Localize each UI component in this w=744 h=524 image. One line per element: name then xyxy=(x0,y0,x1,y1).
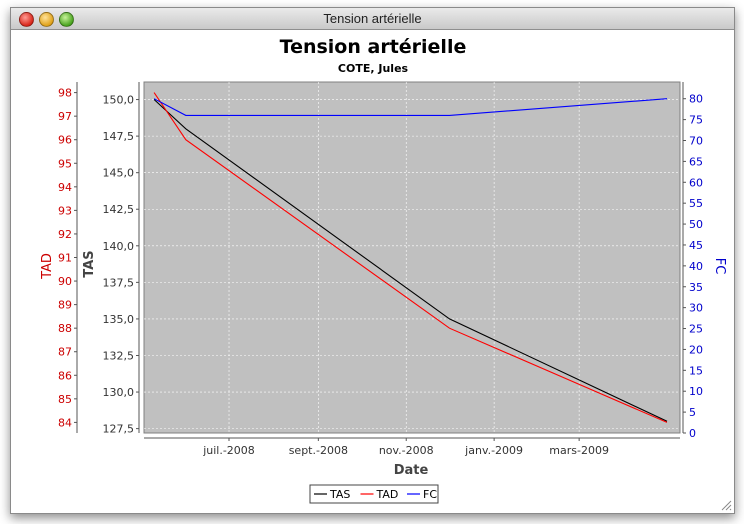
fc-axis-label: FC xyxy=(712,258,727,275)
series-lines xyxy=(153,92,668,423)
tad-tick-label: 87 xyxy=(58,346,72,359)
tad-tick-label: 91 xyxy=(58,252,72,265)
fc-tick-label: 65 xyxy=(689,155,703,168)
fc-tick-label: 0 xyxy=(689,427,696,440)
date-tick-label: janv.-2009 xyxy=(464,444,523,457)
tad-tick-label: 93 xyxy=(58,204,72,217)
fc-tick-label: 30 xyxy=(689,302,703,315)
resize-grip-icon[interactable] xyxy=(720,499,732,511)
tas-tick-label: 130,0 xyxy=(103,386,135,399)
tad-tick-label: 96 xyxy=(58,134,72,147)
tad-tick-label: 85 xyxy=(58,393,72,406)
grid-lines xyxy=(144,82,680,433)
tas-tick-label: 142,5 xyxy=(103,203,135,216)
chart-title: Tension artérielle xyxy=(280,36,467,58)
tad-tick-label: 88 xyxy=(58,322,72,335)
legend-label-fc: FC xyxy=(423,488,437,501)
tad-tick-label: 94 xyxy=(58,181,72,194)
fc-tick-label: 75 xyxy=(689,114,703,127)
series-line-tas xyxy=(153,99,668,422)
tas-tick-label: 132,5 xyxy=(103,349,135,362)
tad-tick-label: 95 xyxy=(58,157,72,170)
fc-tick-label: 5 xyxy=(689,406,696,419)
fc-tick-label: 35 xyxy=(689,281,703,294)
tad-tick-label: 97 xyxy=(58,110,72,123)
tas-tick-label: 137,5 xyxy=(103,276,135,289)
zoom-window-icon[interactable] xyxy=(59,12,74,27)
tad-tick-label: 98 xyxy=(58,87,72,100)
x-axis-label: Date xyxy=(394,463,429,478)
chart-window: Tension artérielle 127,5 130,0 132,5 135,0 1… xyxy=(10,7,735,514)
fc-tick-label: 55 xyxy=(689,197,703,210)
fc-tick-label: 60 xyxy=(689,176,703,189)
tad-tick-label: 90 xyxy=(58,275,72,288)
tas-axis-label: TAS xyxy=(82,250,97,277)
tas-tick-label: 147,5 xyxy=(103,130,135,143)
date-tick-label: juil.-2008 xyxy=(202,444,255,457)
fc-tick-label: 40 xyxy=(689,260,703,273)
window-titlebar[interactable]: Tension artérielle xyxy=(11,8,734,30)
chart-canvas: 127,5 130,0 132,5 135,0 137,5 140,0 142,5 145,0… xyxy=(40,36,727,504)
date-tick-label: nov.-2008 xyxy=(379,444,434,457)
close-window-icon[interactable] xyxy=(19,12,34,27)
fc-tick-label: 50 xyxy=(689,218,703,231)
series-line-fc xyxy=(153,98,668,116)
minimize-window-icon[interactable] xyxy=(39,12,54,27)
tas-tick-label: 145,0 xyxy=(103,167,135,180)
axes: 127,5 130,0 132,5 135,0 137,5 140,0 142,5 145,0… xyxy=(58,82,703,457)
tad-axis-label: TAD xyxy=(40,253,55,280)
chart-subtitle: COTE, Jules xyxy=(338,62,409,75)
legend-label-tas: TAS xyxy=(329,488,350,501)
fc-tick-label: 80 xyxy=(689,93,703,106)
fc-tick-label: 70 xyxy=(689,135,703,148)
fc-tick-label: 10 xyxy=(689,385,703,398)
plot-area xyxy=(143,81,681,434)
fc-tick-label: 20 xyxy=(689,343,703,356)
tas-tick-label: 135,0 xyxy=(103,313,135,326)
tad-tick-label: 84 xyxy=(58,416,72,429)
legend-label-tad: TAD xyxy=(376,488,399,501)
tad-tick-label: 86 xyxy=(58,369,72,382)
date-tick-label: sept.-2008 xyxy=(289,444,348,457)
fc-tick-label: 25 xyxy=(689,323,703,336)
chart-legend: TAS TAD FC xyxy=(309,484,439,504)
tad-tick-label: 89 xyxy=(58,299,72,312)
legend-box xyxy=(309,484,439,504)
tad-tick-label: 92 xyxy=(58,228,72,241)
date-tick-label: mars-2009 xyxy=(549,444,609,457)
tas-tick-label: 127,5 xyxy=(103,423,135,436)
series-line-tad xyxy=(153,92,668,423)
tas-tick-label: 150,0 xyxy=(103,94,135,107)
tas-tick-label: 140,0 xyxy=(103,240,135,253)
fc-tick-label: 15 xyxy=(689,364,703,377)
fc-tick-label: 45 xyxy=(689,239,703,252)
window-title: Tension artérielle xyxy=(323,11,422,26)
